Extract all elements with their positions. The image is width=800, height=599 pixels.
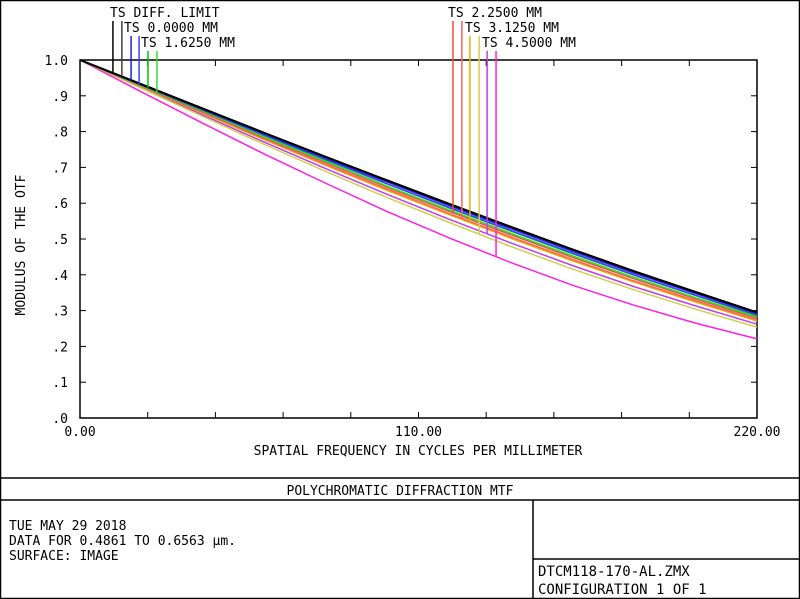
y-tick-label: .4 xyxy=(52,269,68,284)
x-tick-label: 220.00 xyxy=(734,425,781,440)
legend-label: TS 3.1250 MM xyxy=(465,21,559,36)
series-line-9 xyxy=(79,59,758,328)
data-range-text: DATA FOR 0.4861 TO 0.6563 µm. xyxy=(9,534,236,549)
y-tick-label: .3 xyxy=(52,305,68,320)
y-tick-label: .6 xyxy=(52,197,68,212)
y-tick-label: .8 xyxy=(52,126,68,141)
legend-label: TS 4.5000 MM xyxy=(482,36,576,51)
y-tick-label: .7 xyxy=(52,161,68,176)
legend-label: TS 2.2500 MM xyxy=(448,6,542,21)
y-tick-label: .0 xyxy=(52,412,68,427)
y-tick-label: .5 xyxy=(52,233,68,248)
chart-title: POLYCHROMATIC DIFFRACTION MTF xyxy=(287,484,514,499)
y-tick-label: 1.0 xyxy=(45,54,68,69)
file-name: DTCM118-170-AL.ZMX xyxy=(538,564,690,580)
y-axis-label: MODULUS OF THE OTF xyxy=(14,174,29,315)
legend-label: TS 0.0000 MM xyxy=(124,21,218,36)
series-line-0 xyxy=(79,59,758,314)
y-tick-label: .1 xyxy=(52,376,68,391)
series-line-3 xyxy=(79,59,758,316)
series-line-10 xyxy=(79,59,758,325)
legend-label: TS DIFF. LIMIT xyxy=(110,6,220,21)
date-text: TUE MAY 29 2018 xyxy=(9,519,126,534)
series-line-2 xyxy=(79,59,758,315)
series-line-1 xyxy=(79,59,758,314)
x-tick-label: 0.00 xyxy=(64,425,95,440)
legend-label: TS 1.6250 MM xyxy=(141,36,235,51)
series-line-4 xyxy=(79,59,758,317)
configuration-text: CONFIGURATION 1 OF 1 xyxy=(538,582,707,598)
plot-frame xyxy=(79,59,758,419)
series-line-11 xyxy=(79,59,758,340)
surface-text: SURFACE: IMAGE xyxy=(9,549,119,564)
y-tick-label: .9 xyxy=(52,90,68,105)
x-axis-label: SPATIAL FREQUENCY IN CYCLES PER MILLIMET… xyxy=(254,444,583,459)
x-tick-label: 110.00 xyxy=(395,425,442,440)
y-tick-label: .2 xyxy=(52,340,68,355)
